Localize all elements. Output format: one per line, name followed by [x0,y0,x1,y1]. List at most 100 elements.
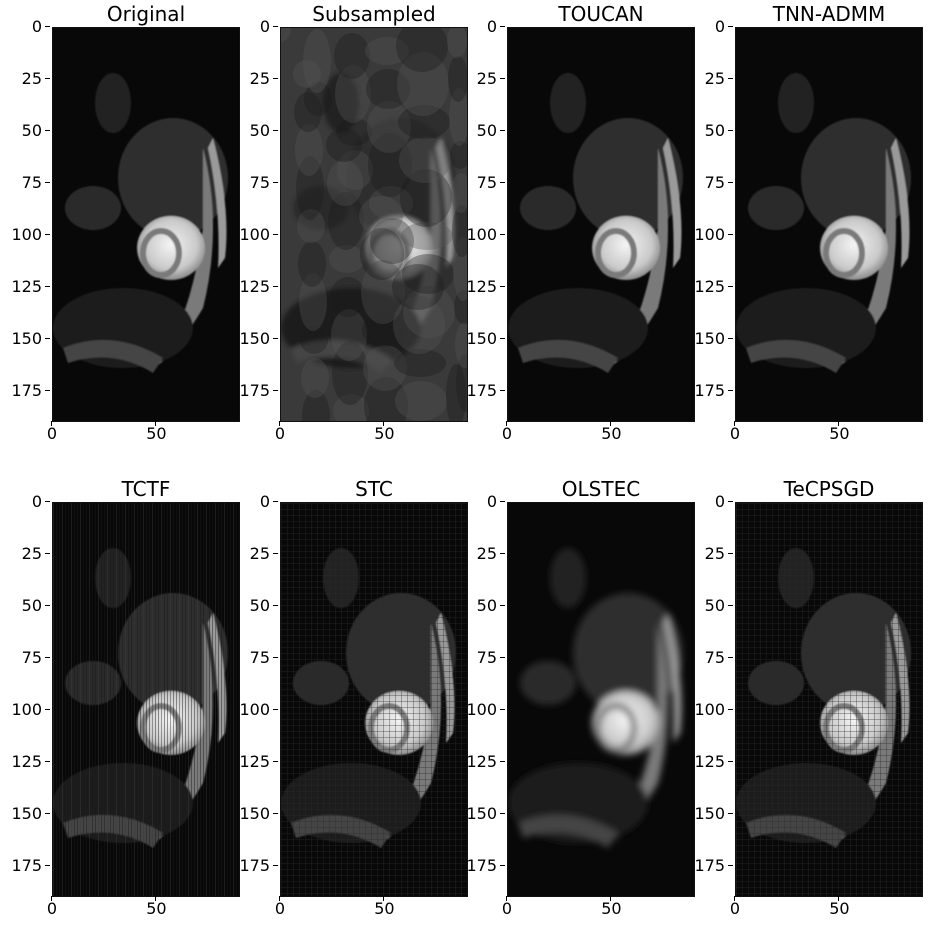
mri-image [735,502,923,897]
panel-toucan: TOUCAN 0 25 50 75 100 125 150 175 0 50 [455,0,695,450]
y-tick-label: 150 [685,330,733,347]
x-tick-label: 50 [591,896,631,917]
y-tick-label: 50 [2,597,50,614]
panel-subsampled: Subsampled 0 25 50 75 100 125 150 175 0 50 [228,0,468,450]
x-tick-label: 50 [364,896,404,917]
x-tick-label: 50 [591,421,631,442]
panel-title: Subsampled [312,2,436,26]
y-tick-label: 125 [230,278,278,295]
y-tick-label: 50 [230,597,278,614]
y-tick-label: 125 [2,753,50,770]
y-tick-label: 0 [457,19,505,35]
panel-title: STC [355,477,393,501]
x-tick-label: 0 [487,896,527,917]
y-tick-label: 25 [230,70,278,87]
panel-original: Original 0 25 50 75 100 125 150 175 0 50 [0,0,240,450]
y-tick-label: 75 [230,174,278,191]
mri-image [507,502,695,897]
y-tick-label: 0 [2,494,50,510]
y-tick-label: 75 [685,649,733,666]
y-tick-label: 100 [230,226,278,243]
panel-title: TNN-ADMM [772,2,886,26]
y-tick-label: 100 [457,226,505,243]
y-tick-label: 50 [457,122,505,139]
mri-image [280,27,468,422]
y-tick-label: 25 [2,70,50,87]
mri-render [508,503,694,896]
mri-image [52,502,240,897]
y-tick-label: 25 [2,545,50,562]
panel-title: Original [106,2,186,26]
y-tick-label: 0 [2,19,50,35]
y-tick-label: 125 [685,278,733,295]
y-tick-label: 0 [685,494,733,510]
y-tick-label: 150 [230,330,278,347]
y-tick-label: 150 [2,330,50,347]
mri-render [281,503,467,896]
panel-tctf: TCTF 0 25 50 75 100 125 150 175 0 50 [0,475,240,925]
y-tick-label: 125 [230,753,278,770]
y-tick-label: 125 [457,753,505,770]
y-tick-label: 50 [230,122,278,139]
x-tick-label: 50 [819,421,859,442]
mri-image [280,502,468,897]
mri-render [736,28,922,421]
mri-render [281,28,467,421]
x-tick-label: 50 [136,896,176,917]
y-tick-label: 0 [230,19,278,35]
mri-image [507,27,695,422]
panel-tnn-admm: TNN-ADMM 0 25 50 75 100 125 150 175 0 50 [683,0,923,450]
panel-tecpsgd: TeCPSGD 0 25 50 75 100 125 150 175 0 50 [683,475,923,925]
y-tick-label: 100 [2,226,50,243]
y-tick-label: 150 [685,805,733,822]
x-tick-label: 50 [136,421,176,442]
y-tick-label: 175 [685,382,733,399]
y-tick-label: 75 [2,174,50,191]
y-tick-label: 100 [2,701,50,718]
y-tick-label: 125 [685,753,733,770]
y-tick-label: 25 [457,70,505,87]
y-tick-label: 75 [230,649,278,666]
y-tick-label: 175 [230,382,278,399]
x-tick-label: 0 [32,421,72,442]
y-tick-label: 175 [2,382,50,399]
y-tick-label: 0 [457,494,505,510]
y-tick-label: 75 [2,649,50,666]
y-tick-label: 175 [230,857,278,874]
y-tick-label: 50 [685,122,733,139]
y-tick-label: 50 [685,597,733,614]
y-tick-label: 25 [685,70,733,87]
y-tick-label: 175 [457,382,505,399]
y-tick-label: 50 [2,122,50,139]
mri-render [508,28,694,421]
mri-render [53,503,239,896]
panel-title: TeCPSGD [783,477,875,501]
panel-title: TCTF [121,477,171,501]
x-tick-label: 0 [715,896,755,917]
y-tick-label: 25 [457,545,505,562]
y-tick-label: 100 [685,701,733,718]
y-tick-label: 0 [230,494,278,510]
x-tick-label: 50 [819,896,859,917]
mri-render [53,28,239,421]
y-tick-label: 125 [2,278,50,295]
y-tick-label: 25 [685,545,733,562]
mri-render [736,503,922,896]
x-tick-label: 0 [260,896,300,917]
y-tick-label: 150 [457,805,505,822]
x-tick-label: 0 [260,421,300,442]
y-tick-label: 100 [230,701,278,718]
panel-stc: STC 0 25 50 75 100 125 150 175 0 50 [228,475,468,925]
y-tick-label: 100 [457,701,505,718]
x-tick-label: 0 [487,421,527,442]
x-tick-label: 0 [715,421,755,442]
y-tick-label: 150 [230,805,278,822]
y-tick-label: 75 [457,174,505,191]
x-tick-label: 0 [32,896,72,917]
mri-image [52,27,240,422]
y-tick-label: 25 [230,545,278,562]
y-tick-label: 50 [457,597,505,614]
mri-image [735,27,923,422]
y-tick-label: 125 [457,278,505,295]
y-tick-label: 0 [685,19,733,35]
